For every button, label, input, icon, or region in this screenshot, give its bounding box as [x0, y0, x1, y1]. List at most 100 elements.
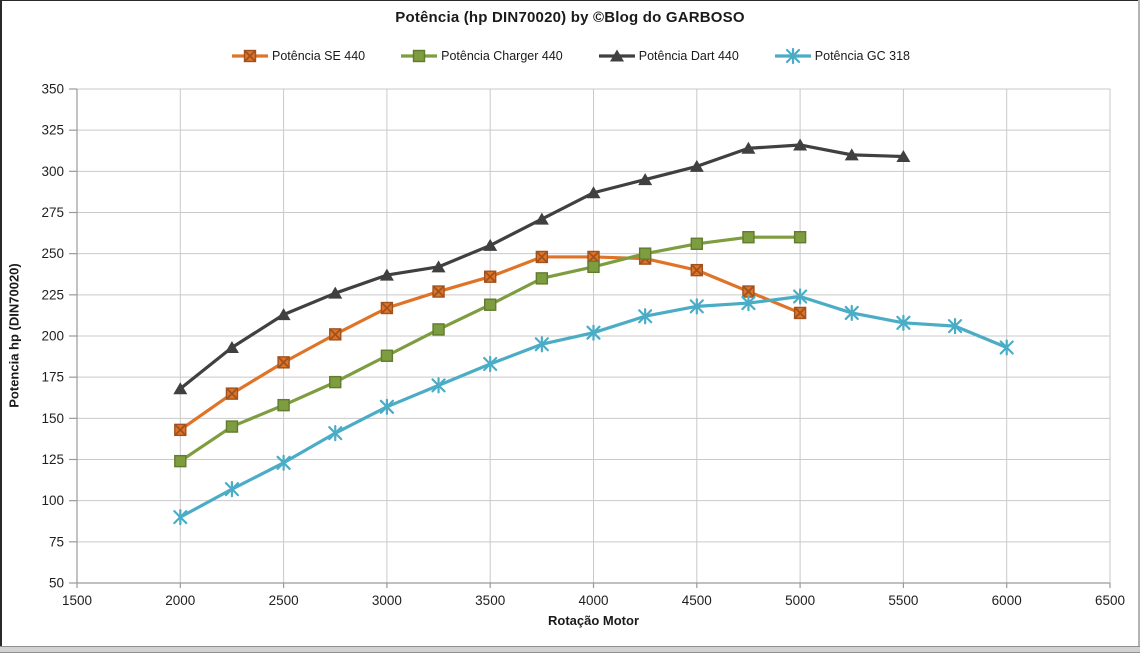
- y-tick-label: 125: [41, 452, 64, 467]
- data-point-marker: [896, 314, 911, 331]
- data-point-marker: [690, 263, 703, 277]
- x-tick-label: 2000: [165, 593, 195, 608]
- data-point-marker: [741, 294, 756, 312]
- data-point-marker: [586, 324, 601, 341]
- window-border-left: [0, 0, 2, 653]
- data-point-marker: [174, 454, 187, 468]
- legend-label: Potência GC 318: [814, 49, 910, 63]
- legend-item-3: Potência Dart 440: [597, 47, 739, 65]
- chart-title: Potência (hp DIN70020) by ©Blog do GARBO…: [395, 9, 745, 26]
- x-tick-label: 2500: [269, 593, 299, 608]
- data-point-marker: [225, 387, 239, 400]
- data-point-marker: [224, 341, 239, 354]
- y-tick-label: 50: [49, 576, 64, 591]
- y-tick-label: 350: [41, 82, 64, 97]
- x-tick-label: 3000: [372, 593, 402, 608]
- y-tick-label: 150: [41, 411, 64, 426]
- data-point-marker: [380, 349, 394, 362]
- data-point-marker: [243, 49, 257, 63]
- legend-item-1: Potência SE 440: [230, 47, 365, 65]
- legend-item-2: Potência Charger 440: [399, 47, 563, 65]
- data-point-marker: [535, 272, 549, 285]
- y-tick-label: 300: [41, 164, 64, 179]
- data-point-marker: [276, 308, 291, 321]
- data-point-marker: [534, 212, 549, 225]
- data-point-marker: [277, 356, 290, 369]
- data-point-marker: [328, 425, 343, 442]
- y-tick-label: 325: [41, 123, 64, 138]
- legend-marker: [774, 47, 811, 65]
- data-point-marker: [173, 382, 188, 395]
- data-point-marker: [483, 355, 498, 373]
- data-point-marker: [587, 260, 600, 274]
- data-point-marker: [483, 238, 498, 251]
- data-point-marker: [609, 49, 624, 62]
- data-point-marker: [534, 336, 549, 353]
- data-point-marker: [690, 237, 703, 250]
- legend: Potência SE 440 Potência Charger 440 Potên…: [0, 47, 1140, 65]
- data-point-marker: [793, 306, 807, 320]
- x-tick-label: 5000: [785, 593, 815, 608]
- data-point-marker: [785, 47, 800, 65]
- data-point-marker: [431, 260, 446, 273]
- data-point-marker: [638, 247, 652, 260]
- data-point-marker: [999, 339, 1014, 356]
- data-point-marker: [484, 298, 497, 311]
- data-point-marker: [638, 308, 653, 325]
- legend-label: Potência SE 440: [272, 49, 366, 63]
- data-point-marker: [276, 454, 291, 471]
- data-point-marker: [896, 150, 911, 163]
- y-tick-label: 275: [41, 205, 64, 220]
- data-point-marker: [380, 301, 394, 315]
- data-point-marker: [586, 186, 601, 199]
- legend-item-4: Potência GC 318: [773, 47, 910, 65]
- data-point-marker: [535, 250, 549, 264]
- data-point-marker: [432, 285, 445, 298]
- y-tick-label: 200: [41, 329, 64, 344]
- data-point-marker: [431, 377, 446, 394]
- y-tick-label: 100: [41, 493, 64, 508]
- data-point-marker: [173, 509, 188, 526]
- window-border-right: [1138, 0, 1140, 653]
- data-point-marker: [638, 173, 653, 186]
- data-point-marker: [741, 141, 756, 154]
- x-axis-title: Rotação Motor: [548, 613, 639, 628]
- data-point-marker: [844, 148, 859, 161]
- window-border-top: [0, 0, 1140, 1]
- data-point-marker: [947, 318, 963, 335]
- legend-marker: [401, 49, 438, 63]
- data-point-marker: [432, 323, 445, 336]
- x-tick-label: 4000: [578, 593, 608, 608]
- data-point-marker: [484, 270, 497, 283]
- data-point-marker: [329, 375, 342, 389]
- data-point-marker: [792, 288, 808, 305]
- x-tick-label: 3500: [475, 593, 505, 608]
- data-point-marker: [689, 298, 704, 315]
- data-point-marker: [689, 159, 704, 172]
- legend-label: Potência Charger 440: [441, 49, 563, 63]
- data-point-marker: [224, 481, 240, 498]
- y-tick-label: 75: [49, 534, 64, 549]
- x-tick-label: 1500: [62, 593, 92, 608]
- data-point-marker: [174, 423, 187, 437]
- data-point-marker: [328, 286, 343, 299]
- data-point-marker: [277, 398, 290, 412]
- legend-label: Potência Dart 440: [638, 49, 739, 63]
- y-tick-label: 250: [41, 246, 64, 261]
- data-point-marker: [329, 328, 342, 341]
- x-tick-label: 4500: [682, 593, 712, 608]
- data-point-marker: [742, 230, 755, 244]
- window-bottom-bar: [0, 646, 1140, 653]
- data-point-marker: [793, 230, 807, 244]
- y-tick-label: 175: [41, 370, 64, 385]
- legend-marker: [598, 49, 635, 62]
- legend-marker: [232, 49, 268, 63]
- x-tick-label: 5500: [888, 593, 918, 608]
- data-point-marker: [844, 304, 859, 322]
- x-tick-label: 6000: [992, 593, 1022, 608]
- x-tick-label: 6500: [1095, 593, 1125, 608]
- data-point-marker: [225, 420, 239, 433]
- data-point-marker: [379, 398, 394, 415]
